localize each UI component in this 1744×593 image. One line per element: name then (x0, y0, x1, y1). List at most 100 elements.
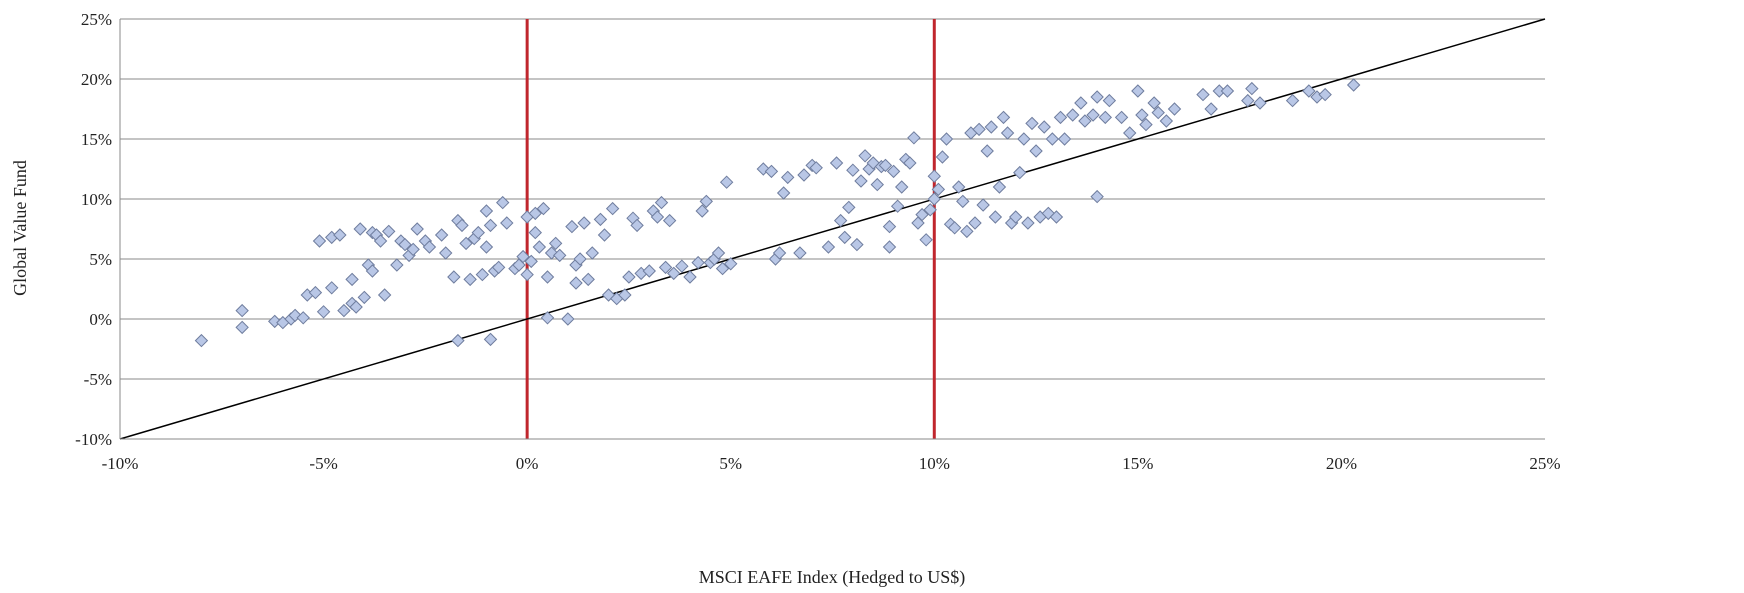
data-point (479, 240, 494, 254)
data-point (1147, 96, 1161, 110)
data-point (536, 201, 551, 216)
data-point (382, 224, 396, 239)
data-point (1139, 117, 1153, 132)
data-point (903, 156, 917, 170)
data-point (854, 174, 868, 188)
data-point (882, 219, 897, 234)
data-point (1159, 114, 1174, 128)
data-point (459, 236, 473, 251)
data-point (915, 207, 929, 222)
data-point (569, 276, 583, 290)
data-point (1037, 120, 1051, 134)
data-point (548, 236, 563, 251)
data-point (1078, 114, 1092, 128)
data-point (1009, 210, 1023, 224)
data-point (475, 267, 490, 282)
data-point (1090, 189, 1104, 204)
x-tick-label: 10% (919, 454, 950, 473)
y-tick-label: 25% (81, 10, 112, 29)
data-point (956, 194, 970, 209)
data-point (406, 242, 420, 257)
data-point (711, 246, 726, 260)
data-point (483, 218, 498, 233)
data-point (235, 303, 249, 318)
x-tick-label: 20% (1326, 454, 1357, 473)
data-point (935, 150, 950, 164)
data-point (235, 320, 249, 335)
data-point (1000, 126, 1015, 140)
data-point (886, 164, 901, 179)
data-point (605, 201, 620, 216)
data-point (491, 260, 506, 275)
data-point (325, 281, 339, 295)
data-point (1017, 132, 1031, 146)
data-point (585, 246, 599, 260)
data-point (593, 212, 608, 227)
data-point (972, 122, 986, 137)
data-point (1049, 210, 1064, 224)
data-point (927, 169, 941, 183)
data-point (377, 288, 392, 302)
data-point (479, 204, 494, 218)
data-point (895, 180, 909, 194)
data-point (1135, 108, 1149, 122)
data-point (931, 182, 946, 197)
data-point (528, 225, 542, 240)
data-point (1013, 165, 1027, 180)
data-point (1220, 84, 1235, 98)
data-point (650, 210, 665, 224)
data-point (194, 333, 209, 348)
data-point (992, 180, 1007, 194)
data-point (353, 222, 367, 236)
data-point (699, 194, 713, 209)
data-point (316, 305, 331, 319)
data-point (434, 228, 449, 242)
data-point (516, 249, 530, 264)
data-point (337, 303, 351, 318)
data-point (1346, 78, 1361, 92)
data-point (1245, 81, 1259, 96)
data-point (577, 216, 591, 230)
y-tick-label: 5% (89, 250, 112, 269)
x-tick-label: -10% (102, 454, 139, 473)
data-point (1196, 87, 1210, 102)
data-point (984, 120, 998, 134)
x-axis-title: MSCI EAFE Index (Hedged to US$) (699, 567, 965, 588)
data-point (662, 213, 677, 228)
x-tick-labels: -10% -5% 0% 5% 10% 15% 20% 25% (102, 454, 1561, 473)
data-point (829, 156, 844, 170)
data-point (1167, 102, 1182, 116)
y-tick-label: 0% (89, 310, 112, 329)
data-point (947, 221, 962, 235)
y-tick-label: 15% (81, 130, 112, 149)
data-point (1285, 93, 1300, 108)
y-tick-label: 10% (81, 190, 112, 209)
data-point (422, 240, 437, 254)
x-tick-label: 5% (719, 454, 742, 473)
data-point (1021, 216, 1035, 230)
y-tick-label: -10% (75, 430, 112, 449)
data-point (870, 177, 884, 192)
data-point (658, 260, 673, 275)
data-point (373, 234, 388, 248)
data-point (496, 195, 510, 210)
data-point (447, 270, 461, 284)
data-point (296, 311, 310, 325)
data-point (357, 290, 371, 305)
data-point (691, 255, 705, 270)
data-point (797, 168, 811, 182)
data-point (1029, 144, 1043, 158)
data-point (581, 272, 595, 287)
data-point (1090, 90, 1104, 104)
data-point (654, 195, 669, 210)
y-tick-label: 20% (81, 70, 112, 89)
axes (119, 19, 1545, 440)
data-point (968, 216, 982, 230)
data-point (451, 333, 465, 348)
gridlines (120, 18, 1545, 440)
data-point (520, 267, 534, 282)
data-point (1253, 96, 1267, 110)
data-point (1114, 110, 1129, 125)
data-point (1131, 84, 1145, 98)
